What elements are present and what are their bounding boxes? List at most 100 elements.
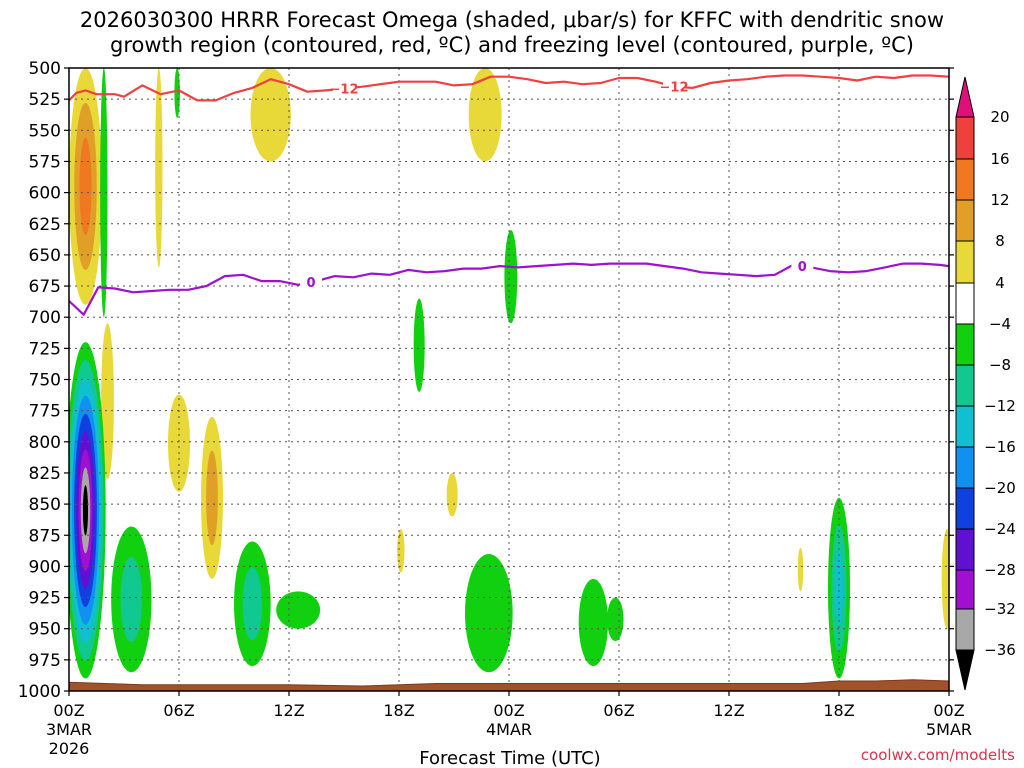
temperature-contours: −12 −12 0 0 xyxy=(68,74,950,316)
colorbar-label-9: −20 xyxy=(984,479,1016,497)
omega-cell-22-level--12 xyxy=(834,551,844,626)
omega-cell-10-level-8 xyxy=(206,450,218,546)
colorbar-label-11: −28 xyxy=(984,561,1016,579)
omega-cell-17-level--8 xyxy=(242,567,263,641)
y-tick-label-650: 650 xyxy=(29,246,61,266)
omega-cell-13-level-4 xyxy=(797,547,804,592)
colorbar-label-13: −36 xyxy=(984,641,1016,659)
colorbar-band-5 xyxy=(955,323,975,366)
credit-text: coolwx.com/modelts xyxy=(861,746,1015,764)
omega-cell-11-level-4 xyxy=(446,472,458,517)
colorbar-band-3 xyxy=(955,240,975,284)
x-tick-label-4: 00Z xyxy=(493,701,524,720)
colorbar-label-3: 8 xyxy=(995,232,1005,250)
x-tick-label-8: 00Z xyxy=(933,701,964,720)
y-tick-label-775: 775 xyxy=(29,402,61,422)
colorbar-label-4: 4 xyxy=(995,274,1005,292)
contour-label-bg-1-1 xyxy=(791,258,814,274)
colorbar-band-10 xyxy=(955,528,975,571)
y-tick-label-700: 700 xyxy=(29,308,61,328)
colorbar-label-8: −16 xyxy=(984,438,1016,456)
x-axis-label: Forecast Time (UTC) xyxy=(419,748,600,768)
y-tick-label-500: 500 xyxy=(29,59,61,79)
contour-label-bg-0-1 xyxy=(663,78,685,94)
colorbar-band-12 xyxy=(955,608,975,651)
contour-label-bg-1-0 xyxy=(300,274,322,290)
colorbar: 20 16 12 8 4 −4 −8 −12 −16 −20 −24 −28 −32 −36 xyxy=(955,76,1016,691)
x-tick-date-4: 4MAR xyxy=(486,720,532,739)
omega-cell-7-level--4 xyxy=(413,298,425,392)
x-tick-label-2: 12Z xyxy=(273,701,304,720)
y-tick-label-600: 600 xyxy=(29,184,61,204)
x-tick-label-6: 12Z xyxy=(713,701,744,720)
y-tick-label-925: 925 xyxy=(29,589,61,609)
omega-cell-14-level-4 xyxy=(941,529,949,629)
colorbar-top-triangle xyxy=(955,76,975,118)
x-tick-date-0: 3MAR xyxy=(46,720,92,739)
contour-label-bg-0-0 xyxy=(333,80,355,96)
y-tick-label-1000: 1000 xyxy=(18,682,61,702)
colorbar-band-6 xyxy=(955,364,975,407)
colorbar-label-10: −24 xyxy=(984,520,1016,538)
omega-cell-20-level--4 xyxy=(578,578,608,667)
omega-cell-4-level-4 xyxy=(250,68,291,162)
y-tick-label-550: 550 xyxy=(29,121,61,141)
x-tick-label-1: 06Z xyxy=(163,701,194,720)
x-tick-label-3: 18Z xyxy=(383,701,414,720)
y-tick-label-525: 525 xyxy=(29,90,61,110)
y-tick-label-850: 850 xyxy=(29,495,61,515)
axes: 500 525 550 575 600 625 650 675 700 725 750 775 800 8… xyxy=(18,59,972,758)
x-tick-year-0: 2026 xyxy=(49,739,90,758)
contour-line-0 xyxy=(68,74,950,102)
x-tick-label-7: 18Z xyxy=(823,701,854,720)
contour-label-1-1: 0 xyxy=(798,260,807,275)
colorbar-label-6: −8 xyxy=(989,356,1011,374)
colorbar-band-11 xyxy=(955,569,975,610)
colorbar-bottom-triangle xyxy=(955,649,975,691)
colorbar-label-5: −4 xyxy=(989,315,1011,333)
colorbar-band-8 xyxy=(955,446,975,489)
y-tick-label-975: 975 xyxy=(29,651,61,671)
omega-cell-3-level-4 xyxy=(155,68,163,268)
contour-label-0-1: −12 xyxy=(660,81,689,96)
y-tick-label-750: 750 xyxy=(29,371,61,391)
y-tick-label-675: 675 xyxy=(29,277,61,297)
contour-label-0-0: −12 xyxy=(330,83,359,98)
y-tick-label-825: 825 xyxy=(29,464,61,484)
omega-cell-15-level--36 xyxy=(82,485,89,536)
colorbar-label-0: 20 xyxy=(990,108,1009,126)
colorbar-band-0 xyxy=(955,116,975,160)
grid-lines xyxy=(69,68,949,691)
y-tick-label-875: 875 xyxy=(29,526,61,546)
y-tick-label-725: 725 xyxy=(29,339,61,359)
x-tick-label-5: 06Z xyxy=(603,701,634,720)
omega-shading xyxy=(69,68,949,679)
colorbar-band-7 xyxy=(955,405,975,448)
colorbar-label-12: −32 xyxy=(984,600,1016,618)
omega-cell-6-level--4 xyxy=(504,229,518,324)
omega-cell-16-level--8 xyxy=(120,556,143,642)
omega-cell-8-level-4 xyxy=(101,323,114,480)
colorbar-band-2 xyxy=(955,199,975,242)
chart-title-line-1: 2026030300 HRRR Forecast Omega (shaded, … xyxy=(80,8,944,32)
x-tick-label-0: 00Z xyxy=(53,701,84,720)
omega-features xyxy=(69,68,949,679)
omega-cell-21-level--4 xyxy=(607,597,624,642)
terrain-area xyxy=(68,679,950,692)
omega-cell-9-level-4 xyxy=(168,394,190,492)
chart-title-line-2: growth region (contoured, red, ºC) and f… xyxy=(110,33,914,57)
y-tick-label-625: 625 xyxy=(29,215,61,235)
colorbar-band-4 xyxy=(955,282,975,325)
colorbar-band-1 xyxy=(955,158,975,201)
omega-cell-19-level--4 xyxy=(465,553,513,673)
y-tick-label-900: 900 xyxy=(29,557,61,577)
x-tick-date-8: 5MAR xyxy=(926,720,972,739)
colorbar-label-2: 12 xyxy=(990,191,1009,209)
omega-cell-18-level--4 xyxy=(276,591,321,629)
y-tick-label-575: 575 xyxy=(29,152,61,172)
omega-cell-5-level-4 xyxy=(468,68,502,162)
y-tick-label-800: 800 xyxy=(29,433,61,453)
colorbar-band-9 xyxy=(955,487,975,530)
colorbar-label-7: −12 xyxy=(984,397,1016,415)
